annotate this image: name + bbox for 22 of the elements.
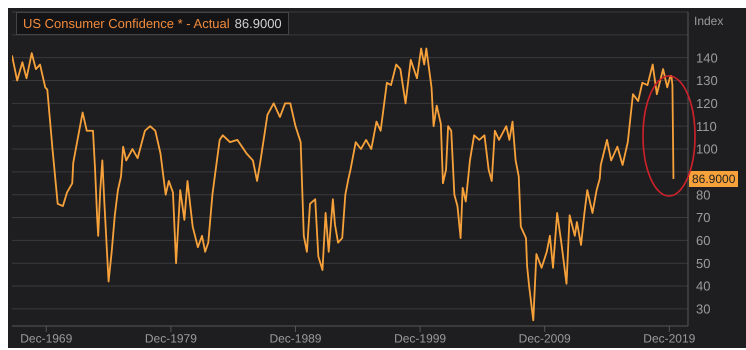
x-tick-label: Dec-1969	[20, 332, 73, 346]
y-tick-label: 140	[696, 50, 718, 66]
y-tick-label: 40	[696, 278, 710, 294]
y-tick-label: 130	[696, 73, 718, 88]
annotation: 86.9000	[689, 170, 738, 187]
x-tick-label: Dec-2009	[518, 332, 572, 346]
y-tick-label: 50	[696, 256, 710, 271]
y-tick-label: 120	[696, 96, 718, 111]
line-series	[12, 48, 674, 322]
x-tick-label: Dec-2019	[643, 332, 696, 346]
y-axis-title: Index	[694, 14, 724, 28]
x-tick-label: Dec-1999	[394, 332, 446, 346]
y-tick-label: 30	[696, 301, 710, 316]
y-tick-label: 80	[696, 187, 710, 202]
y-tick-label: 100	[696, 142, 718, 157]
chart-subtitle: 86.9000	[234, 16, 282, 31]
y-tick-label: 110	[696, 118, 717, 134]
y-tick-label: 70	[696, 210, 710, 226]
y-tick-label: 60	[696, 232, 710, 248]
x-tick-label: Dec-1979	[144, 332, 198, 346]
chart-title: US Consumer Confidence * - Actual	[23, 16, 230, 31]
x-tick-label: Dec-1989	[269, 332, 322, 346]
